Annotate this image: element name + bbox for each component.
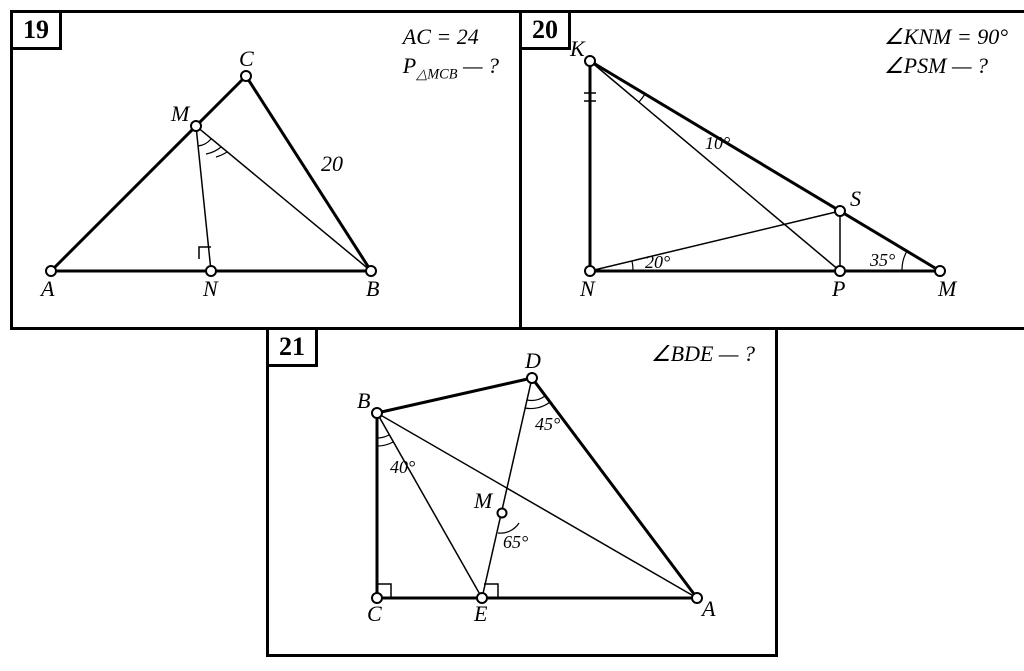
problem-21-given: ∠BDE — ?	[651, 340, 755, 369]
bottom-row: 21 ∠BDE — ?	[10, 330, 1024, 657]
svg-text:M: M	[473, 488, 494, 513]
svg-text:20°: 20°	[645, 252, 670, 272]
given-line: P△MCB — ?	[403, 52, 499, 84]
given-line: ∠KNM = 90°	[884, 23, 1008, 52]
problem-21-figure: B D A C E M 40° 45° 65°	[277, 338, 773, 648]
given-line: AC = 24	[403, 23, 499, 52]
svg-text:B: B	[357, 388, 370, 413]
svg-text:K: K	[569, 36, 586, 61]
problem-19-box: 19 AC = 24 P△MCB — ?	[10, 10, 522, 330]
page-container: 19 AC = 24 P△MCB — ?	[10, 10, 1024, 657]
problem-number: 20	[519, 10, 571, 50]
svg-text:10°: 10°	[705, 133, 730, 153]
svg-text:B: B	[366, 276, 379, 301]
problem-19-given: AC = 24 P△MCB — ?	[403, 23, 499, 84]
problem-number: 21	[266, 327, 318, 367]
given-line: ∠PSM — ?	[884, 52, 1008, 81]
problem-20-given: ∠KNM = 90° ∠PSM — ?	[884, 23, 1008, 80]
svg-text:40°: 40°	[390, 457, 415, 477]
given-line: ∠BDE — ?	[651, 340, 755, 369]
svg-text:P: P	[831, 276, 845, 301]
svg-text:S: S	[850, 186, 861, 211]
svg-text:D: D	[524, 348, 541, 373]
svg-text:E: E	[473, 601, 488, 626]
svg-text:N: N	[202, 276, 219, 301]
problem-number: 19	[10, 10, 62, 50]
svg-text:C: C	[367, 601, 382, 626]
svg-text:65°: 65°	[503, 532, 528, 552]
problem-21-box: 21 ∠BDE — ?	[266, 327, 778, 657]
svg-text:45°: 45°	[535, 414, 560, 434]
svg-text:C: C	[239, 46, 254, 71]
svg-text:N: N	[579, 276, 596, 301]
svg-text:M: M	[170, 101, 191, 126]
svg-text:35°: 35°	[869, 250, 895, 270]
top-row: 19 AC = 24 P△MCB — ?	[10, 10, 1024, 330]
svg-text:M: M	[937, 276, 958, 301]
problem-20-box: 20 ∠KNM = 90° ∠PSM — ?	[519, 10, 1024, 330]
svg-text:20: 20	[321, 151, 343, 176]
svg-text:A: A	[39, 276, 55, 301]
svg-text:A: A	[700, 596, 716, 621]
